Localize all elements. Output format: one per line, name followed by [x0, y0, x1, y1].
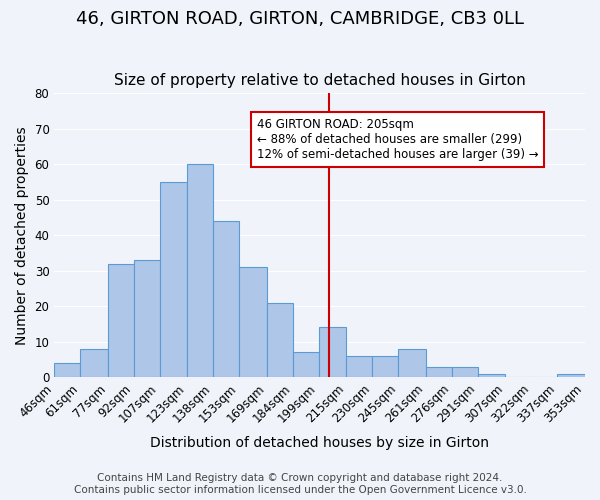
- Bar: [108, 264, 134, 377]
- Bar: [346, 356, 373, 377]
- Bar: [557, 374, 585, 377]
- Bar: [160, 182, 187, 377]
- Text: Contains HM Land Registry data © Crown copyright and database right 2024.
Contai: Contains HM Land Registry data © Crown c…: [74, 474, 526, 495]
- Bar: [214, 221, 239, 377]
- Bar: [319, 328, 346, 377]
- Bar: [398, 349, 426, 377]
- Title: Size of property relative to detached houses in Girton: Size of property relative to detached ho…: [114, 73, 526, 88]
- Bar: [293, 352, 319, 377]
- Bar: [134, 260, 160, 377]
- Bar: [239, 267, 267, 377]
- Bar: [80, 349, 108, 377]
- Bar: [187, 164, 214, 377]
- Bar: [267, 302, 293, 377]
- Text: 46 GIRTON ROAD: 205sqm
← 88% of detached houses are smaller (299)
12% of semi-de: 46 GIRTON ROAD: 205sqm ← 88% of detached…: [257, 118, 538, 161]
- X-axis label: Distribution of detached houses by size in Girton: Distribution of detached houses by size …: [150, 436, 489, 450]
- Bar: [426, 366, 452, 377]
- Text: 46, GIRTON ROAD, GIRTON, CAMBRIDGE, CB3 0LL: 46, GIRTON ROAD, GIRTON, CAMBRIDGE, CB3 …: [76, 10, 524, 28]
- Bar: [54, 363, 80, 377]
- Bar: [373, 356, 398, 377]
- Bar: [452, 366, 478, 377]
- Bar: [478, 374, 505, 377]
- Y-axis label: Number of detached properties: Number of detached properties: [15, 126, 29, 344]
